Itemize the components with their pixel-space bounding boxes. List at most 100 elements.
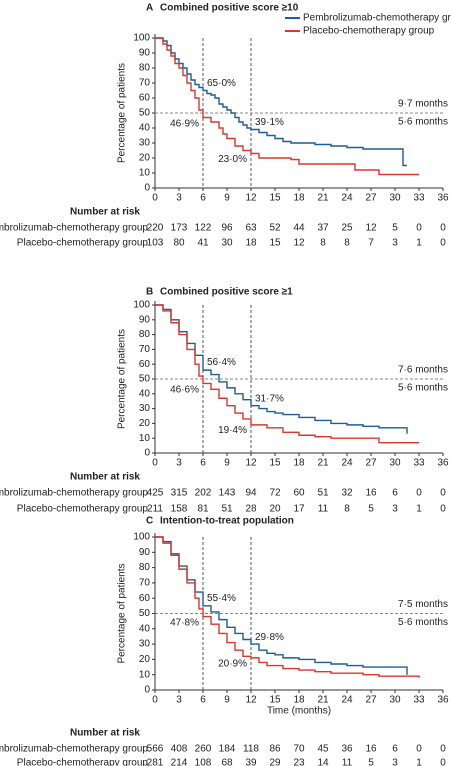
x-tick-label: 3 [176,695,182,706]
risk-title: Number at risk [70,472,140,483]
x-tick-label: 0 [152,193,158,204]
annotation: 20·9% [218,659,247,670]
risk-value: 16 [365,488,377,499]
annotation: 46·9% [170,118,199,129]
risk-value: 86 [269,744,281,755]
x-tick-label: 30 [389,458,401,469]
risk-value: 184 [219,744,236,755]
x-tick-label: 3 [176,458,182,469]
median-label: 9·7 months [398,99,448,110]
risk-value: 566 [147,744,164,755]
x-tick-label: 12 [245,695,257,706]
y-tick-label: 50 [139,108,151,119]
x-tick-label: 24 [341,458,353,469]
risk-value: 122 [195,223,212,234]
x-tick-label: 33 [413,193,425,204]
y-tick-label: 20 [139,153,151,164]
y-tick-label: 70 [139,344,151,355]
y-tick-label: 10 [139,168,151,179]
x-tick-label: 18 [293,695,305,706]
y-tick-label: 0 [144,448,150,459]
survival-curve [155,536,420,678]
y-axis-label: Percentage of patients [117,329,128,429]
y-tick-label: 100 [133,532,150,543]
survival-curve [155,304,408,434]
median-label: 7·5 months [398,599,448,610]
x-tick-label: 27 [365,193,377,204]
panel-label: A [146,3,153,14]
survival-curve [155,304,419,444]
y-tick-label: 80 [139,562,151,573]
risk-value: 12 [293,238,305,249]
risk-value: 0 [440,758,446,766]
y-tick-label: 30 [139,138,151,149]
x-tick-label: 27 [365,458,377,469]
annotation: 47·8% [170,618,199,629]
risk-value: 30 [221,238,233,249]
risk-value: 158 [171,504,188,515]
risk-value: 108 [195,758,212,766]
x-tick-label: 15 [269,193,281,204]
risk-value: 0 [440,238,446,249]
y-tick-label: 0 [144,685,150,696]
risk-value: 1 [416,504,422,515]
x-tick-label: 0 [152,695,158,706]
y-tick-label: 100 [133,300,150,311]
risk-value: 11 [342,758,353,766]
y-tick-label: 80 [139,63,151,74]
annotation: 46·6% [170,385,199,396]
risk-value: 20 [269,504,281,515]
panel-title: Intention-to-treat population [160,516,294,527]
risk-value: 12 [365,223,377,234]
risk-value: 81 [197,504,209,515]
risk-value: 0 [440,488,446,499]
y-tick-label: 60 [139,93,151,104]
annotation: 65·0% [207,78,236,89]
y-tick-label: 20 [139,654,151,665]
risk-value: 37 [317,223,329,234]
x-tick-label: 9 [224,458,230,469]
risk-value: 5 [368,758,374,766]
risk-row-label: Placebo-chemotherapy group [17,238,149,249]
risk-value: 260 [195,744,212,755]
risk-value: 220 [147,223,164,234]
y-tick-label: 30 [139,403,151,414]
risk-value: 1 [416,238,422,249]
risk-value: 36 [341,744,353,755]
risk-row-label: Pembrolizumab-chemotherapy group [0,744,148,755]
x-tick-label: 9 [224,193,230,204]
survival-curve [155,37,407,167]
risk-value: 0 [416,223,422,234]
x-tick-label: 30 [389,695,401,706]
risk-value: 0 [416,488,422,499]
risk-value: 52 [269,223,281,234]
risk-value: 23 [293,758,305,766]
median-label: 5·6 months [398,383,448,394]
annotation: 31·7% [255,394,284,405]
annotation: 39·1% [255,117,284,128]
risk-value: 80 [173,238,185,249]
risk-value: 6 [392,488,398,499]
y-tick-label: 40 [139,388,151,399]
y-tick-label: 70 [139,78,151,89]
x-tick-label: 12 [245,458,257,469]
panel-label: C [146,516,153,527]
risk-value: 143 [219,488,236,499]
risk-row-label: Pembrolizumab-chemotherapy group [0,223,148,234]
risk-value: 408 [171,744,188,755]
y-tick-label: 50 [139,374,151,385]
risk-value: 8 [320,238,326,249]
risk-value: 32 [341,488,353,499]
risk-value: 118 [243,744,259,755]
y-tick-label: 60 [139,593,151,604]
x-tick-label: 12 [245,193,257,204]
risk-value: 51 [317,488,329,499]
x-tick-label: 24 [341,193,353,204]
x-tick-label: 6 [200,193,206,204]
risk-row-label: Placebo-chemotherapy group [17,758,149,766]
risk-value: 16 [365,744,377,755]
y-tick-label: 70 [139,578,151,589]
risk-value: 18 [245,238,257,249]
y-tick-label: 40 [139,623,151,634]
